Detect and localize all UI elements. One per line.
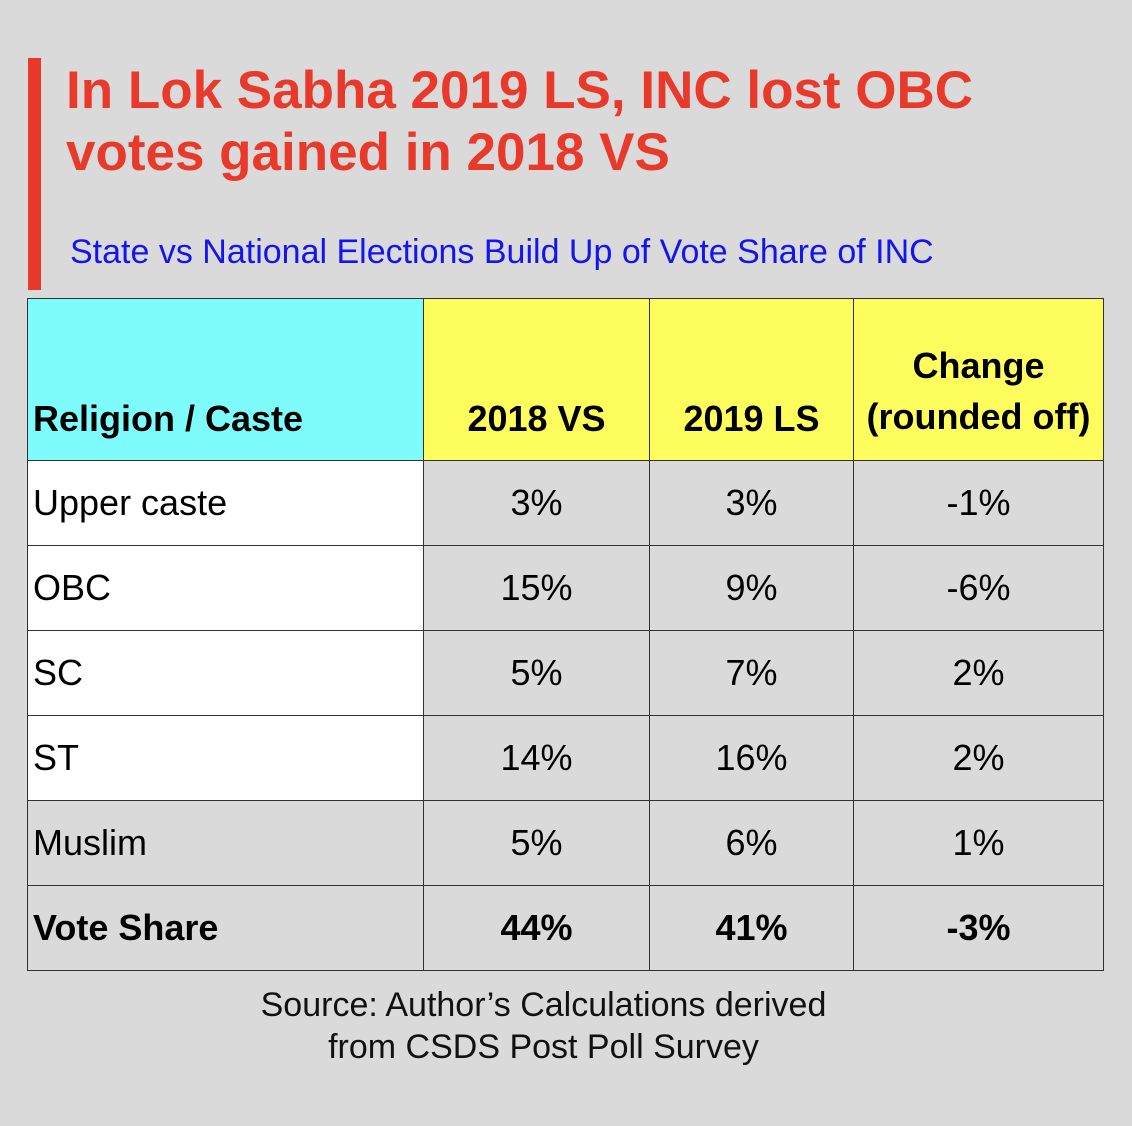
column-header-2018-vs: 2018 VS xyxy=(423,298,650,461)
page-title: In Lok Sabha 2019 LS, INC lost OBC votes… xyxy=(66,61,974,182)
cell-change: -3% xyxy=(853,885,1104,971)
cell-2018-vs: 15% xyxy=(423,545,650,631)
table-row: ST 14% 16% 2% xyxy=(27,715,1104,801)
column-header-change: Change (rounded off) xyxy=(853,298,1104,461)
table-row: OBC 15% 9% -6% xyxy=(27,545,1104,631)
table-row: Upper caste 3% 3% -1% xyxy=(27,460,1104,546)
cell-change: -6% xyxy=(853,545,1104,631)
source-line1: Source: Author’s Calculations derived xyxy=(260,986,827,1024)
cell-2018-vs: 44% xyxy=(423,885,650,971)
cell-change: -1% xyxy=(853,460,1104,546)
change-header-line2: (rounded off) xyxy=(866,396,1091,437)
cell-2018-vs: 14% xyxy=(423,715,650,801)
cell-2019-ls: 7% xyxy=(649,630,854,716)
cell-2019-ls: 41% xyxy=(649,885,854,971)
cell-2018-vs: 3% xyxy=(423,460,650,546)
row-label: ST xyxy=(27,715,424,801)
cell-2019-ls: 6% xyxy=(649,800,854,886)
row-label: SC xyxy=(27,630,424,716)
cell-2018-vs: 5% xyxy=(423,800,650,886)
cell-change: 1% xyxy=(853,800,1104,886)
source-line2: from CSDS Post Poll Survey xyxy=(328,1028,759,1066)
cell-2019-ls: 3% xyxy=(649,460,854,546)
column-header-2019-ls: 2019 LS xyxy=(649,298,854,461)
change-header-line1: Change xyxy=(912,345,1045,386)
row-label: Upper caste xyxy=(27,460,424,546)
table-row: SC 5% 7% 2% xyxy=(27,630,1104,716)
table-row-total: Vote Share 44% 41% -3% xyxy=(27,885,1104,971)
row-label: Vote Share xyxy=(27,885,424,971)
row-label: Muslim xyxy=(27,800,424,886)
cell-change: 2% xyxy=(853,715,1104,801)
source-note: Source: Author’s Calculations derived fro… xyxy=(0,984,1087,1068)
column-header-religion-caste: Religion / Caste xyxy=(27,298,424,461)
cell-2019-ls: 9% xyxy=(649,545,854,631)
row-label: OBC xyxy=(27,545,424,631)
accent-bar xyxy=(28,58,41,290)
table-header-row: Religion / Caste 2018 VS 2019 LS Change (… xyxy=(27,298,1104,461)
vote-share-table: Religion / Caste 2018 VS 2019 LS Change (… xyxy=(27,298,1104,971)
table-row: Muslim 5% 6% 1% xyxy=(27,800,1104,886)
cell-2019-ls: 16% xyxy=(649,715,854,801)
cell-2018-vs: 5% xyxy=(423,630,650,716)
page-subtitle: State vs National Elections Build Up of … xyxy=(70,233,934,271)
cell-change: 2% xyxy=(853,630,1104,716)
